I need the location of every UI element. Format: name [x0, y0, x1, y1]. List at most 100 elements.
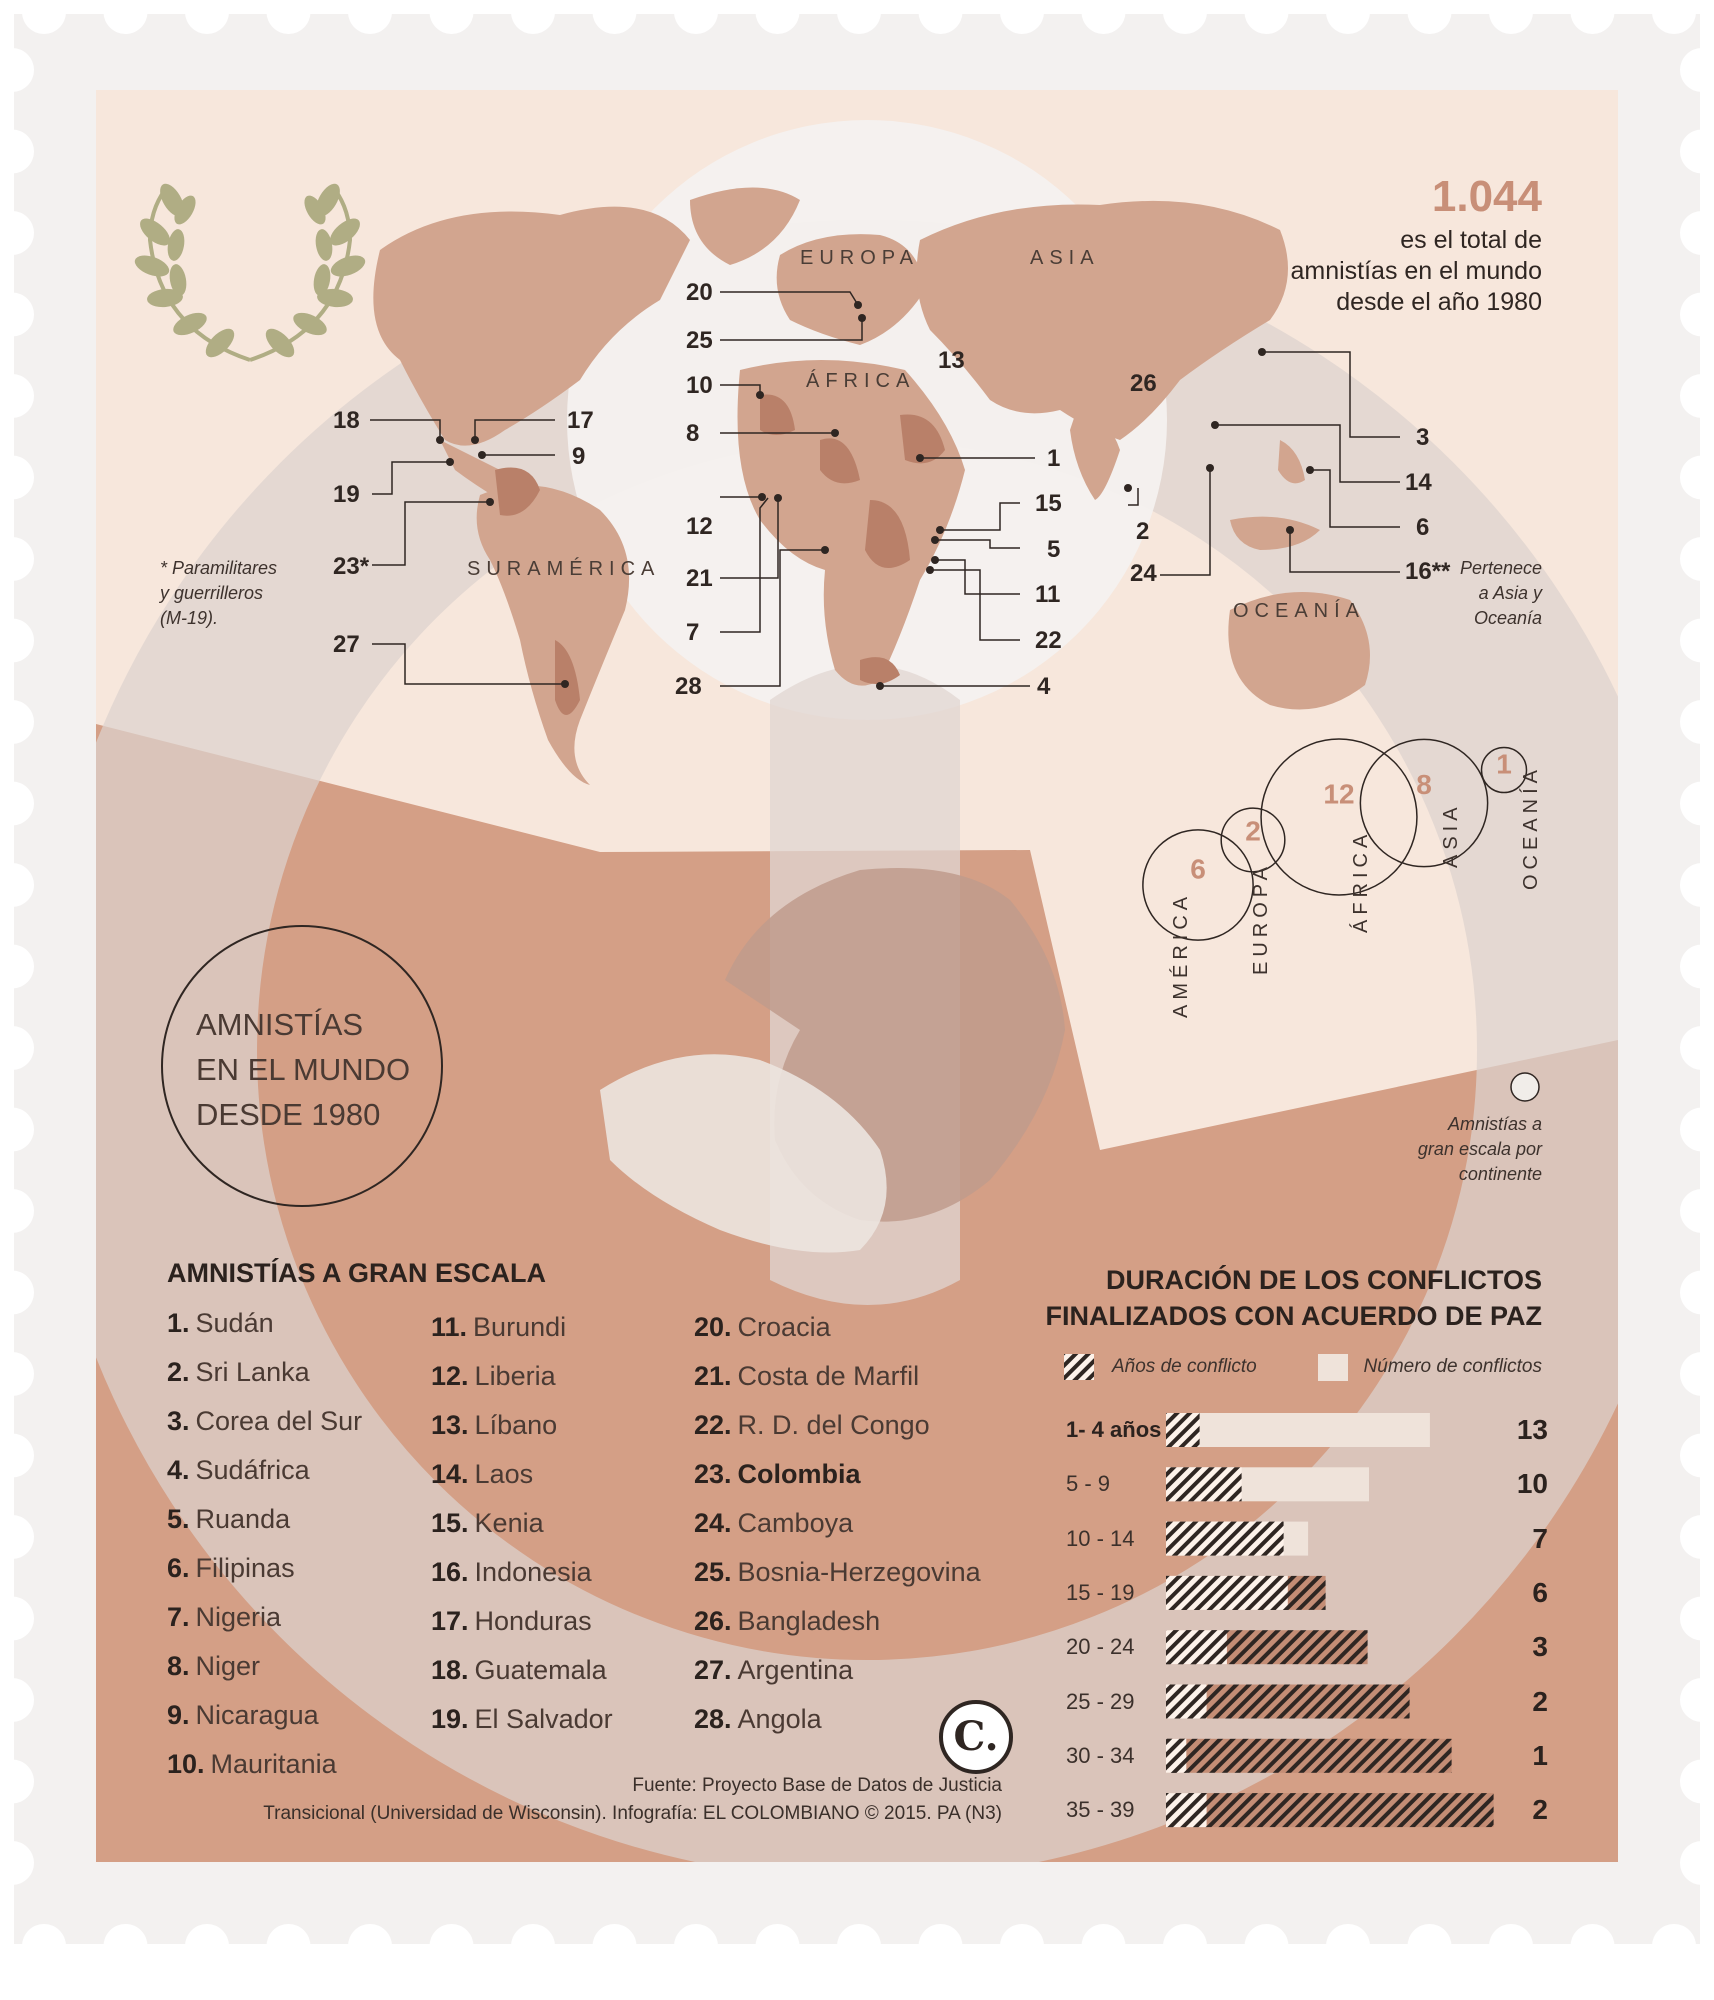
bar-value-label: 3 [1532, 1631, 1548, 1663]
list-item-number: 3. [167, 1406, 190, 1436]
list-item-country: Sudán [195, 1308, 274, 1338]
list-item-number: 1. [167, 1308, 190, 1338]
label-oceania: OCEANÍA [1233, 600, 1366, 622]
bar-category-label: 10 - 14 [1066, 1525, 1135, 1551]
bar-years-overlap [1166, 1630, 1227, 1665]
list-title: AMNISTÍAS A GRAN ESCALA [167, 1258, 547, 1288]
marker-7: 7 [686, 619, 700, 646]
marker-15: 15 [1035, 490, 1062, 517]
bar-value-label: 7 [1532, 1522, 1548, 1554]
list-item: 23. Colombia [694, 1450, 981, 1499]
bar-years [1166, 1521, 1284, 1556]
list-item-number: 6. [167, 1553, 190, 1583]
marker-1: 1 [1047, 445, 1061, 472]
label-suramerica: SURAMÉRICA [467, 558, 661, 580]
list-column-2: 11. Burundi 12. Liberia 13. Líbano 14. Laos 15. K… [431, 1303, 613, 1744]
list-item-country: Honduras [474, 1606, 592, 1636]
continent-bubble [1480, 746, 1528, 794]
marker-21: 21 [686, 565, 713, 592]
list-item-country: Líbano [474, 1410, 558, 1440]
list-item-country: Colombia [737, 1459, 861, 1489]
bubble-label-asia: ASIA [1440, 802, 1462, 868]
marker-3: 3 [1416, 424, 1430, 451]
list-item: 16. Indonesia [431, 1548, 613, 1597]
list-item-country: Niger [195, 1651, 261, 1681]
legend-count-swatch [1318, 1354, 1348, 1381]
list-item-number: 12. [431, 1361, 469, 1391]
list-item-country: Argentina [737, 1655, 854, 1685]
list-item-country: Mauritania [210, 1749, 337, 1779]
bar-years [1166, 1793, 1494, 1828]
list-item-country: Angola [737, 1704, 822, 1734]
title-badge-ring [161, 925, 443, 1207]
bar-value-label: 2 [1532, 1685, 1548, 1717]
list-item-number: 20. [694, 1312, 732, 1342]
bar-years [1166, 1413, 1200, 1447]
marker-17: 17 [567, 407, 594, 434]
bar-category-label: 30 - 34 [1066, 1742, 1135, 1768]
bar-category-label: 1- 4 años [1066, 1417, 1162, 1442]
marker-12: 12 [686, 513, 713, 540]
list-item: 7. Nigeria [167, 1593, 362, 1642]
badge-line-1: AMNISTÍAS [196, 1007, 364, 1042]
list-item-number: 7. [167, 1602, 190, 1632]
list-item: 17. Honduras [431, 1597, 613, 1646]
list-item: 13. Líbano [431, 1401, 613, 1450]
continent-bubble [1359, 738, 1489, 868]
bar-value-label: 10 [1516, 1468, 1548, 1500]
list-item: 6. Filipinas [167, 1544, 362, 1593]
list-item-number: 11. [431, 1312, 468, 1342]
list-item-country: Nicaragua [195, 1700, 319, 1730]
bar-years-overlap [1166, 1575, 1288, 1610]
list-item-country: Croacia [737, 1312, 831, 1342]
legend-years-swatch [1064, 1354, 1094, 1380]
list-item: 21. Costa de Marfil [694, 1352, 981, 1401]
bubble-legend-text: Amnistías a gran escala por continente [1417, 1114, 1542, 1184]
bar-years-overlap [1166, 1684, 1207, 1719]
bubble-label-america: AMÉRICA [1170, 891, 1192, 1018]
list-item: 14. Laos [431, 1450, 613, 1499]
list-item-number: 8. [167, 1651, 190, 1681]
list-item: 15. Kenia [431, 1499, 613, 1548]
bar-value-label: 6 [1532, 1576, 1548, 1608]
marker-16: 16** [1405, 558, 1451, 585]
continent-bubble-value: 6 [1190, 853, 1206, 884]
marker-19: 19 [333, 481, 360, 508]
list-item-country: Guatemala [474, 1655, 607, 1685]
list-item: 27. Argentina [694, 1646, 981, 1695]
list-item-country: Liberia [474, 1361, 556, 1391]
source-credit: Fuente: Proyecto Base de Datos de Justic… [263, 1772, 1002, 1828]
marker-27: 27 [333, 631, 360, 658]
map-dots [436, 301, 1314, 690]
duration-chart [1166, 1413, 1494, 1828]
marker-23: 23* [333, 553, 370, 580]
label-europa: EUROPA [800, 247, 919, 269]
continent-bubble-value: 8 [1416, 769, 1432, 800]
total-line-2: amnistías en el mundo [1290, 257, 1542, 285]
source-line-1: Fuente: Proyecto Base de Datos de Justic… [632, 1775, 1002, 1796]
list-item-country: Nigeria [195, 1602, 282, 1632]
list-item-country: R. D. del Congo [737, 1410, 930, 1440]
marker-11: 11 [1035, 581, 1061, 608]
list-item-number: 19. [431, 1704, 469, 1734]
badge-line-2: EN EL MUNDO [196, 1052, 411, 1087]
list-item: 22. R. D. del Congo [694, 1401, 981, 1450]
list-item-number: 24. [694, 1508, 732, 1538]
list-column-1: 1. Sudán 2. Sri Lanka 3. Corea del Sur 4. Sudáf… [167, 1299, 362, 1789]
bar-count [1166, 1413, 1430, 1447]
continent-bubble [1220, 807, 1286, 873]
list-item-number: 23. [694, 1459, 732, 1489]
marker-8: 8 [686, 420, 700, 447]
list-item: 5. Ruanda [167, 1495, 362, 1544]
legend-years-label: Años de conflicto [1112, 1356, 1257, 1377]
list-item-country: Camboya [737, 1508, 854, 1538]
label-africa: ÁFRICA [806, 370, 916, 392]
bar-years-overlap [1166, 1793, 1207, 1828]
list-item-number: 5. [167, 1504, 190, 1534]
marker-5: 5 [1047, 536, 1061, 563]
marker-10: 10 [686, 372, 713, 399]
list-column-3: 20. Croacia 21. Costa de Marfil 22. R. D. del… [694, 1303, 981, 1744]
bubble-label-oceania: OCEANÍA [1520, 764, 1542, 890]
continent-bubble-value: 1 [1496, 748, 1512, 779]
marker-18: 18 [333, 407, 360, 434]
